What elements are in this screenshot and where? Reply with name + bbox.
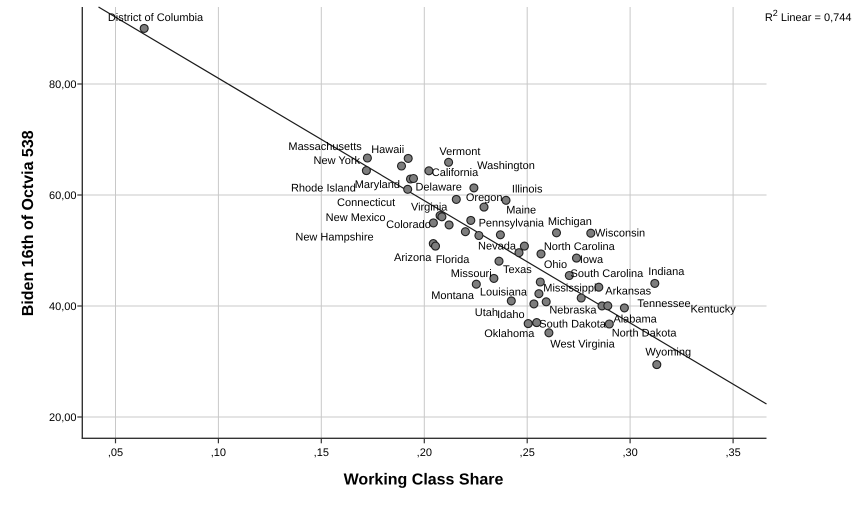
svg-text:,20: ,20 — [417, 447, 432, 459]
svg-text:Hawaii: Hawaii — [371, 144, 404, 156]
svg-text:Colorado: Colorado — [386, 219, 431, 231]
svg-text:Alabama: Alabama — [613, 313, 657, 325]
svg-text:40,00: 40,00 — [49, 301, 77, 313]
svg-text:Arizona: Arizona — [394, 252, 432, 264]
svg-text:Maryland: Maryland — [355, 179, 400, 191]
svg-text:,05: ,05 — [108, 447, 123, 459]
svg-text:Indiana: Indiana — [648, 266, 685, 278]
svg-text:Vermont: Vermont — [439, 146, 480, 158]
svg-text:Nevada: Nevada — [478, 241, 517, 253]
svg-text:60,00: 60,00 — [49, 190, 77, 202]
svg-text:Biden 16th of Octvia 538: Biden 16th of Octvia 538 — [20, 130, 37, 316]
svg-text:Arkansas: Arkansas — [605, 285, 651, 297]
svg-text:Washington: Washington — [477, 160, 535, 172]
svg-text:Virginia: Virginia — [411, 202, 448, 214]
svg-text:Massachusetts: Massachusetts — [288, 141, 362, 153]
svg-text:North Carolina: North Carolina — [544, 241, 616, 253]
svg-text:,30: ,30 — [622, 447, 637, 459]
svg-text:North Dakota: North Dakota — [612, 328, 678, 340]
svg-text:Utah: Utah — [475, 307, 498, 319]
svg-text:Rhode Island: Rhode Island — [291, 183, 356, 195]
svg-text:Ohio: Ohio — [544, 259, 567, 271]
svg-text:Maine: Maine — [506, 205, 536, 217]
svg-text:Pennsylvania: Pennsylvania — [479, 217, 545, 229]
svg-text:Texas: Texas — [503, 264, 532, 276]
svg-text:Nebraska: Nebraska — [549, 305, 597, 317]
svg-text:Wyoming: Wyoming — [645, 347, 691, 359]
svg-text:Louisiana: Louisiana — [480, 286, 528, 298]
svg-text:80,00: 80,00 — [49, 79, 77, 91]
svg-text:California: California — [432, 167, 479, 179]
svg-text:Delaware: Delaware — [415, 181, 461, 193]
svg-text:Florida: Florida — [436, 254, 471, 266]
svg-text:Working Class Share: Working Class Share — [344, 472, 504, 489]
svg-text:New Hampshire: New Hampshire — [295, 231, 373, 243]
svg-text:Oregon: Oregon — [466, 192, 503, 204]
svg-text:Michigan: Michigan — [548, 216, 592, 228]
svg-text:Illinois: Illinois — [512, 183, 543, 195]
svg-text:Wisconsin: Wisconsin — [595, 228, 645, 240]
svg-text:New York: New York — [314, 155, 361, 167]
svg-text:Connecticut: Connecticut — [337, 197, 395, 209]
svg-text:Kentucky: Kentucky — [690, 303, 736, 315]
svg-text:,15: ,15 — [314, 447, 329, 459]
svg-text:Iowa: Iowa — [580, 254, 604, 266]
svg-text:South Carolina: South Carolina — [571, 268, 645, 280]
svg-text:New Mexico: New Mexico — [326, 212, 386, 224]
svg-text:Tennessee: Tennessee — [637, 298, 690, 310]
svg-text:Mississippi: Mississippi — [543, 282, 596, 294]
svg-text:,35: ,35 — [725, 447, 740, 459]
svg-text:Idaho: Idaho — [497, 309, 525, 321]
svg-text:Oklahoma: Oklahoma — [484, 328, 535, 340]
svg-text:District of Columbia: District of Columbia — [108, 12, 204, 24]
svg-text:,25: ,25 — [520, 447, 535, 459]
svg-text:,10: ,10 — [211, 447, 226, 459]
svg-text:South Dakota: South Dakota — [539, 318, 607, 330]
svg-text:Missouri: Missouri — [451, 268, 492, 280]
svg-text:R2 Linear = 0,744: R2 Linear = 0,744 — [765, 8, 852, 24]
svg-text:20,00: 20,00 — [49, 412, 77, 424]
svg-text:Montana: Montana — [431, 290, 475, 302]
svg-text:West Virginia: West Virginia — [550, 338, 615, 350]
